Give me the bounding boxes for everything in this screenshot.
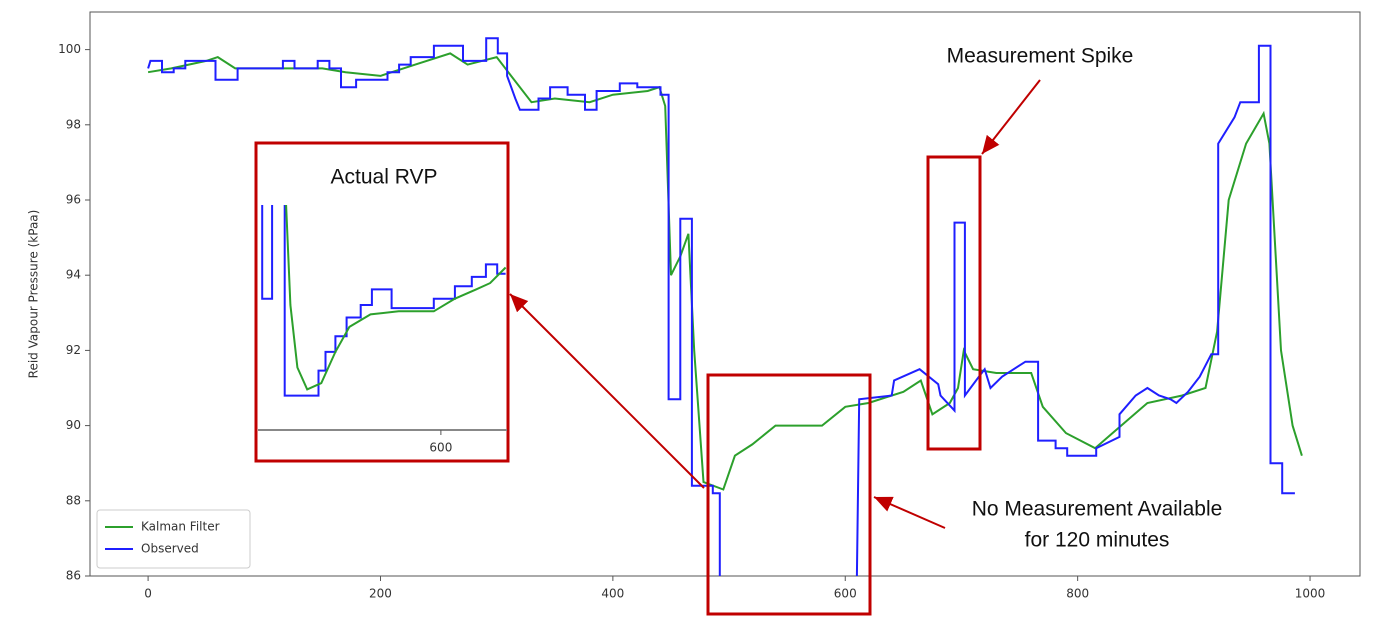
arrow	[509, 293, 705, 489]
y-tick-label: 90	[66, 418, 81, 432]
plot-frame	[89, 11, 1361, 577]
y-axis-label: Reid Vapour Pressure (kPaa)	[27, 210, 41, 379]
highlight-box	[926, 155, 982, 451]
x-tick-label: 600	[429, 441, 452, 455]
legend-label: Kalman Filter	[141, 520, 220, 534]
x-tick-label: 800	[1066, 587, 1089, 601]
x-tick-label: 200	[369, 587, 392, 601]
arrow	[873, 496, 946, 529]
x-tick-label: 1000	[1295, 587, 1326, 601]
line-series	[285, 204, 507, 391]
x-tick-label: 400	[601, 587, 624, 601]
line-series	[147, 52, 1303, 491]
y-tick-label: 96	[66, 193, 81, 207]
highlight-box	[706, 373, 872, 616]
annotation-shapes	[509, 79, 1041, 616]
inset-title: Actual RVP	[331, 166, 438, 189]
annotation: No Measurement Available	[972, 498, 1223, 521]
inset-plot: 600	[258, 204, 507, 455]
y-tick-label: 94	[66, 268, 81, 282]
inset-box	[254, 141, 510, 463]
main-plot: 86 88 90 92 94 96 98 100 Reid Vapour Pressure (k…	[27, 11, 1361, 601]
x-tick-label: 600	[834, 587, 857, 601]
annotation: for 120 minutes	[1025, 529, 1170, 552]
y-tick-label: 86	[66, 569, 81, 583]
line-series	[261, 205, 506, 397]
y-tick-label: 100	[58, 42, 81, 56]
y-tick-label: 92	[66, 343, 81, 357]
annotation: Measurement Spike	[947, 45, 1134, 68]
line-series	[147, 37, 1295, 576]
y-tick-label: 98	[66, 117, 81, 131]
y-tick-label: 88	[66, 493, 81, 507]
x-tick-label: 0	[144, 587, 152, 601]
legend-label: Observed	[141, 542, 199, 556]
legend-box	[96, 509, 251, 569]
arrow	[981, 79, 1041, 155]
